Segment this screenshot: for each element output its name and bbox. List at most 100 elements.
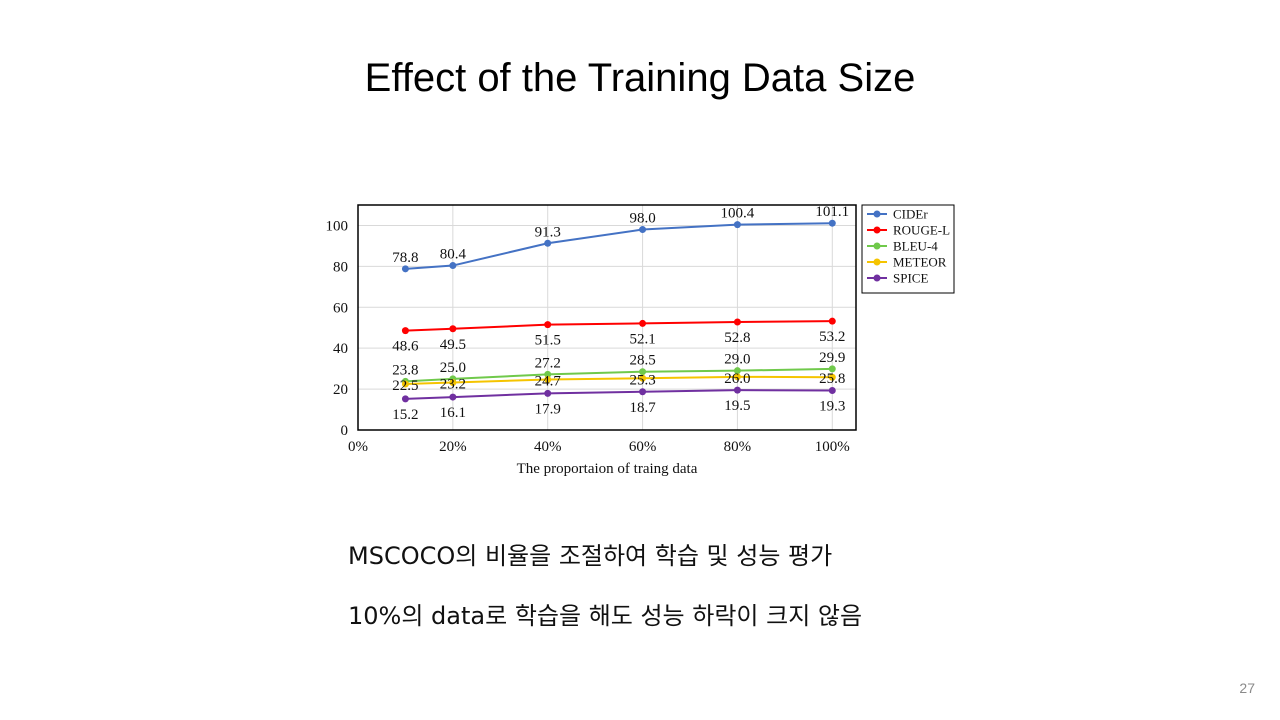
data-label: 18.7 — [629, 400, 656, 416]
data-point — [401, 327, 409, 335]
series-spice: 15.2 16.1 17.9 18.7 19.5 19.3 — [392, 386, 845, 423]
series-line — [405, 367, 833, 383]
legend-item: ROUGE-L — [867, 223, 950, 238]
data-point — [544, 370, 552, 378]
data-point — [401, 265, 409, 273]
y-tick-label: 80 — [333, 259, 348, 275]
line-chart: 0 20 40 60 80 100 0% 20% 40% 60% 80% 100% 78.8 80.4… — [326, 204, 955, 477]
data-point — [544, 389, 552, 397]
data-point — [639, 374, 647, 382]
data-label: 28.5 — [629, 353, 655, 369]
grid-lines — [357, 205, 856, 431]
data-point — [733, 386, 741, 394]
series-line — [405, 222, 833, 270]
data-label: 17.9 — [535, 401, 561, 417]
data-label: 53.2 — [819, 329, 845, 345]
data-point — [449, 379, 457, 387]
data-label: 51.5 — [535, 333, 561, 349]
x-tick-label: 80% — [724, 439, 752, 455]
data-label: 91.3 — [535, 224, 561, 240]
data-label: 100.4 — [721, 206, 755, 222]
data-point — [544, 375, 552, 383]
data-label: 25.0 — [440, 360, 466, 376]
legend-swatch-marker — [873, 242, 881, 250]
series-cider: 78.8 80.4 91.3 98.0 100.4 101.1 — [392, 204, 849, 273]
data-point — [401, 380, 409, 388]
bullet-item-1: MSCOCO의 비율을 조절하여 학습 및 성능 평가 — [348, 542, 833, 570]
data-point — [828, 387, 836, 395]
data-label: 52.8 — [724, 330, 750, 346]
plot-area-frame — [357, 204, 857, 431]
series-meteor: 22.5 23.2 24.7 25.3 26.0 25.8 — [392, 371, 845, 394]
y-tick-label: 40 — [333, 341, 348, 357]
data-label: 29.0 — [724, 352, 750, 368]
series-lines: 78.8 80.4 91.3 98.0 100.4 101.1 48.6 49.5 51.5 52… — [392, 204, 849, 423]
data-label: 48.6 — [392, 339, 419, 355]
data-label: 52.1 — [629, 331, 655, 347]
y-tick-label: 60 — [333, 300, 348, 316]
data-label: 49.5 — [440, 337, 466, 353]
data-point — [449, 262, 457, 270]
series-line — [405, 320, 833, 332]
y-axis-ticks: 0 20 40 60 80 100 — [326, 218, 349, 439]
x-axis-label: The proportaion of traing data — [517, 461, 698, 477]
page-number: 27 — [1239, 680, 1255, 696]
legend-label: CIDEr — [893, 207, 928, 222]
data-point — [544, 321, 552, 329]
x-tick-label: 20% — [439, 439, 467, 455]
data-label: 26.0 — [724, 371, 750, 387]
x-tick-label: 40% — [534, 439, 562, 455]
y-tick-label: 0 — [341, 423, 349, 439]
data-label: 78.8 — [392, 250, 418, 266]
data-point — [828, 365, 836, 373]
series-rouge-l: 48.6 49.5 51.5 52.1 52.8 53.2 — [392, 317, 845, 355]
y-tick-label: 100 — [326, 218, 349, 234]
data-label: 98.0 — [629, 211, 655, 227]
legend-item: BLEU-4 — [867, 239, 938, 254]
data-label: 16.1 — [440, 405, 466, 421]
legend-label: BLEU-4 — [893, 239, 938, 254]
legend-swatch-marker — [873, 258, 881, 266]
data-point — [401, 395, 409, 403]
data-label: 24.7 — [535, 373, 562, 389]
legend-item: METEOR — [867, 255, 947, 270]
data-point — [733, 367, 741, 375]
legend-swatch-marker — [873, 274, 881, 282]
series-bleu-4: 23.8 25.0 27.2 28.5 29.0 29.9 — [392, 350, 845, 385]
data-label: 22.5 — [392, 378, 418, 394]
data-point — [639, 226, 647, 234]
data-point — [828, 373, 836, 381]
data-label: 23.8 — [392, 362, 418, 378]
data-point — [544, 239, 552, 247]
legend-label: ROUGE-L — [893, 223, 950, 238]
data-point — [639, 319, 647, 327]
x-tick-label: 100% — [815, 439, 850, 455]
data-label: 80.4 — [440, 247, 467, 263]
x-tick-label: 0% — [348, 439, 368, 455]
bullet-item-2: 10%의 data로 학습을 해도 성능 하락이 크지 않음 — [348, 602, 863, 630]
series-line — [405, 389, 833, 400]
data-label: 15.2 — [392, 407, 418, 423]
data-label: 19.5 — [724, 398, 750, 414]
data-point — [828, 317, 836, 325]
data-point — [733, 221, 741, 229]
x-axis-ticks: 0% 20% 40% 60% 80% 100% — [348, 439, 850, 455]
data-label: 19.3 — [819, 399, 845, 415]
legend-item: CIDEr — [867, 207, 928, 222]
legend-item: SPICE — [867, 271, 928, 286]
x-tick-label: 60% — [629, 439, 657, 455]
legend-label: SPICE — [893, 271, 928, 286]
bullet-list: MSCOCO의 비율을 조절하여 학습 및 성능 평가 10%의 data로 학… — [348, 540, 862, 660]
data-point — [639, 388, 647, 396]
data-label: 27.2 — [535, 355, 561, 371]
data-label: 23.2 — [440, 377, 466, 393]
y-tick-label: 20 — [333, 382, 348, 398]
data-point — [733, 373, 741, 381]
data-point — [639, 368, 647, 376]
data-point — [733, 318, 741, 326]
series-line — [405, 375, 833, 385]
data-point — [449, 393, 457, 401]
legend-swatch-marker — [873, 226, 881, 234]
data-point — [828, 219, 836, 227]
